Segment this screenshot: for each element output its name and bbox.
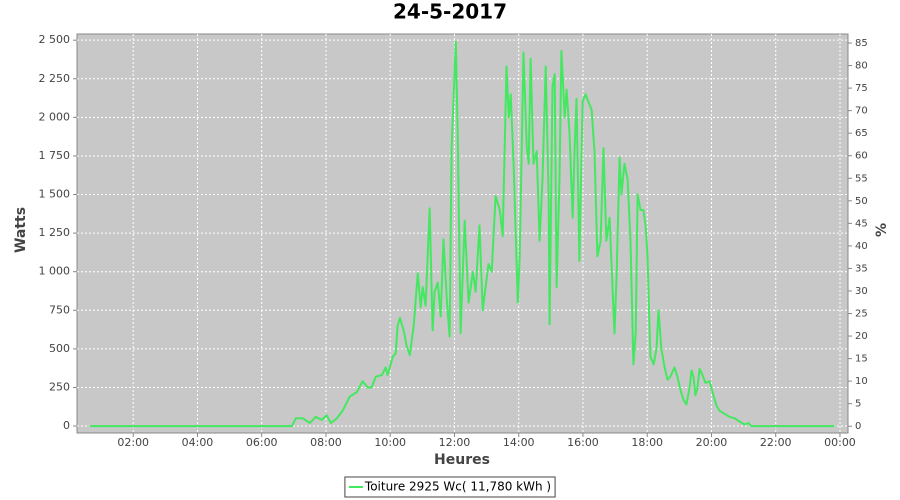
y-axis-title: Watts xyxy=(13,207,29,253)
y-tick-label: 250 xyxy=(49,380,70,393)
x-tick-label: 18:00 xyxy=(631,436,663,449)
x-tick-label: 16:00 xyxy=(567,436,599,449)
y2-tick-label: 35 xyxy=(855,263,868,274)
y2-tick-label: 85 xyxy=(855,38,868,49)
y2-tick-label: 5 xyxy=(855,399,861,410)
x-tick-label: 22:00 xyxy=(760,436,792,449)
x-tick-label: 20:00 xyxy=(696,436,728,449)
y-tick-label: 500 xyxy=(49,342,70,355)
y2-tick-label: 80 xyxy=(855,61,868,72)
x-axis-title: Heures xyxy=(434,452,490,468)
y2-axis-title: % xyxy=(874,223,890,237)
y2-tick-label: 15 xyxy=(855,354,868,365)
x-tick-label: 08:00 xyxy=(310,436,342,449)
y2-tick-label: 20 xyxy=(855,331,868,342)
x-tick-label: 04:00 xyxy=(182,436,214,449)
y-tick-label: 2 000 xyxy=(39,110,71,123)
y-tick-label: 1 000 xyxy=(39,265,71,278)
y2-tick-label: 30 xyxy=(855,286,868,297)
y-tick-label: 1 500 xyxy=(39,188,71,201)
x-tick-label: 10:00 xyxy=(374,436,406,449)
x-tick-label: 00:00 xyxy=(824,436,856,449)
x-tick-label: 12:00 xyxy=(439,436,471,449)
legend-item: Toiture 2925 Wc( 11,780 kWh ) xyxy=(344,476,556,498)
y-tick-label: 1 250 xyxy=(39,226,71,239)
chart-title: 24-5-2017 xyxy=(393,0,507,24)
y2-tick-label: 60 xyxy=(855,151,868,162)
legend-label: Toiture 2925 Wc( 11,780 kWh ) xyxy=(364,480,551,494)
y-tick-label: 0 xyxy=(63,419,70,432)
legend-box xyxy=(344,476,556,498)
y2-tick-label: 25 xyxy=(855,309,868,320)
y-tick-label: 2 500 xyxy=(39,33,71,46)
x-tick-label: 02:00 xyxy=(117,436,149,449)
x-tick-label: 06:00 xyxy=(246,436,278,449)
y2-tick-label: 50 xyxy=(855,196,868,207)
y2-tick-label: 70 xyxy=(855,106,868,117)
legend: Toiture 2925 Wc( 11,780 kWh ) xyxy=(344,476,556,498)
y2-tick-label: 40 xyxy=(855,241,868,252)
x-tick-label: 14:00 xyxy=(503,436,535,449)
y2-tick-label: 0 xyxy=(855,421,861,432)
y2-tick-label: 10 xyxy=(855,376,868,387)
y2-tick-label: 55 xyxy=(855,173,868,184)
y2-tick-label: 75 xyxy=(855,83,868,94)
y2-tick-label: 45 xyxy=(855,218,868,229)
y-tick-label: 750 xyxy=(49,303,70,316)
y2-tick-label: 65 xyxy=(855,128,868,139)
y-tick-label: 1 750 xyxy=(39,149,71,162)
y-tick-label: 2 250 xyxy=(39,72,71,85)
data-line xyxy=(89,40,835,428)
